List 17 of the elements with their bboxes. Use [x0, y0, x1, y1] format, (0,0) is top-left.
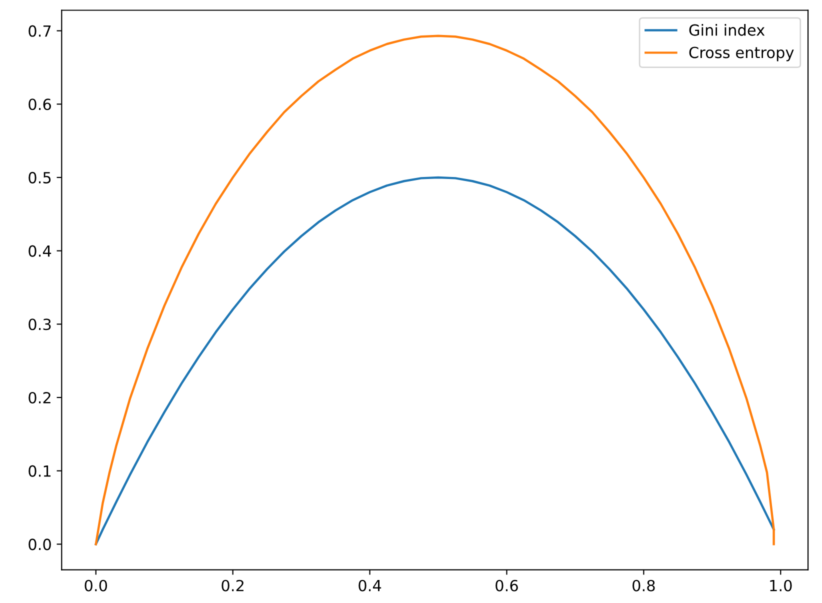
y-tick-label: 0.0	[28, 538, 51, 550]
y-tick-label: 0.4	[28, 245, 52, 257]
legend-label: Cross entropy	[689, 46, 794, 62]
x-tick-label: 0.6	[496, 580, 518, 592]
y-tick-label: 0.6	[28, 98, 51, 110]
y-tick-label: 0.3	[28, 318, 51, 330]
y-tick-label: 0.2	[28, 392, 50, 404]
y-tick-label: 0.7	[28, 25, 51, 37]
line-series	[94, 176, 775, 546]
legend-label: Gini index	[689, 24, 765, 36]
x-tick-label: 0.4	[358, 580, 382, 592]
y-tick-label: 0.1	[28, 465, 51, 477]
y-tick-label: 0.5	[28, 172, 51, 184]
x-tick-label: 0.2	[222, 580, 244, 592]
x-tick-label: 0.8	[632, 580, 655, 592]
x-tick-label: 1.0	[770, 580, 792, 592]
x-tick-label: 0.0	[84, 580, 108, 592]
